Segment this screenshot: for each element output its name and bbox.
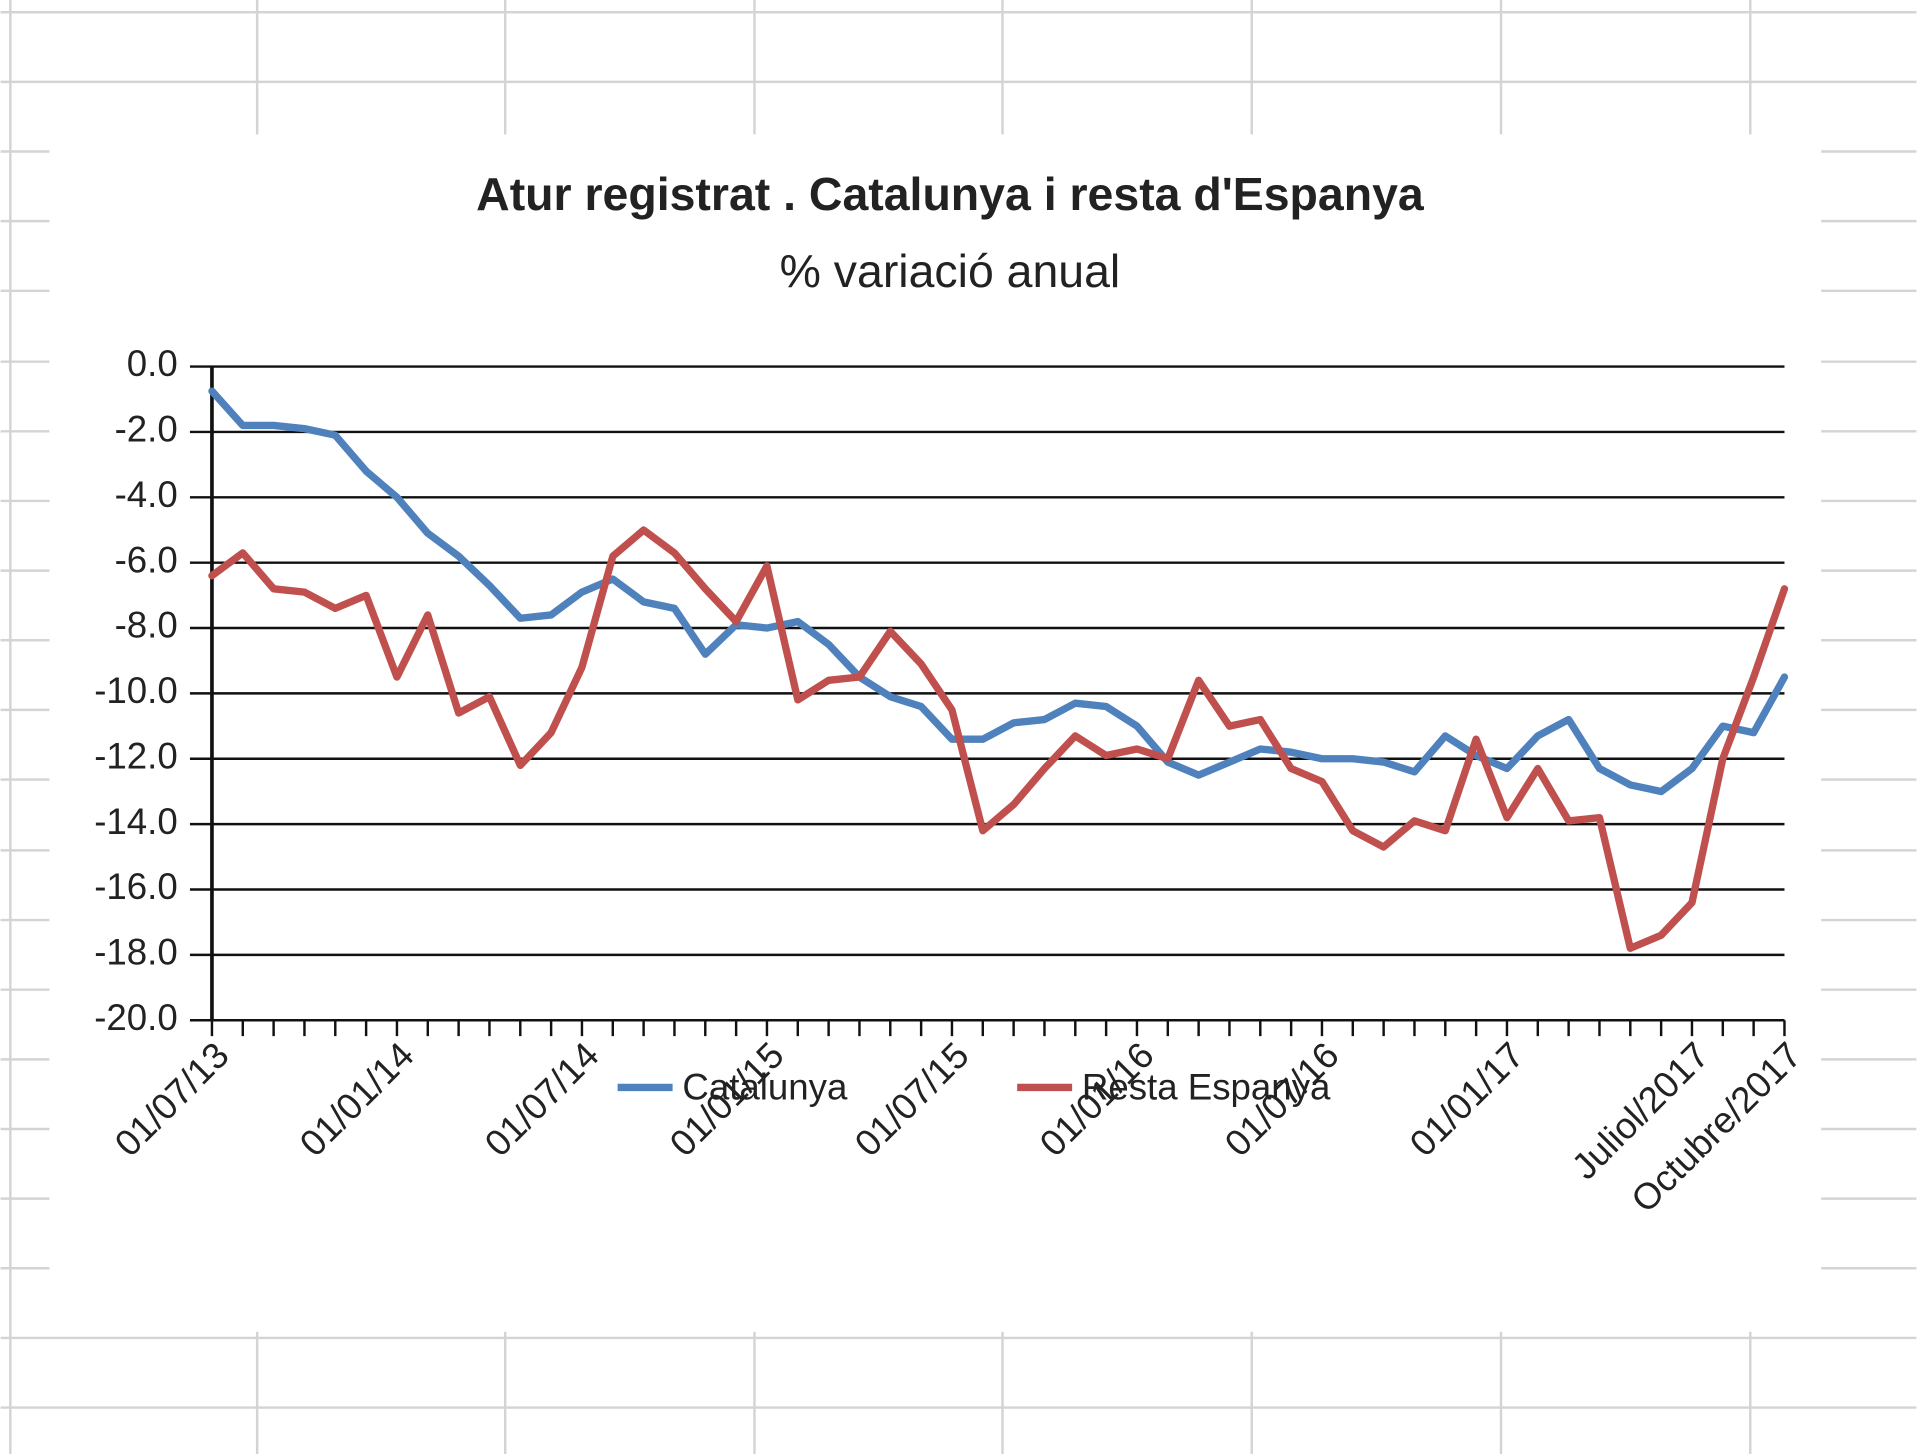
- legend-label: Catalunya: [682, 1067, 848, 1108]
- chart-area: [49, 134, 1822, 1332]
- y-tick-label: -4.0: [115, 474, 178, 515]
- series-line: [208, 526, 1789, 952]
- y-tick-label: -10.0: [94, 670, 178, 711]
- y-tick-label: -20.0: [94, 997, 178, 1038]
- y-tick-label: -16.0: [94, 866, 178, 907]
- y-tick-label: -6.0: [115, 539, 178, 580]
- y-tick-label: -2.0: [115, 409, 178, 450]
- y-tick-label: -18.0: [94, 932, 178, 973]
- chart-subtitle: % variació anual: [780, 245, 1121, 297]
- y-tick-label: -12.0: [94, 735, 178, 776]
- chart-title: Atur registrat . Catalunya i resta d'Esp…: [476, 168, 1425, 220]
- series-line: [208, 387, 1789, 796]
- legend-label: Resta Espanya: [1082, 1067, 1331, 1108]
- y-tick-label: 0.0: [127, 343, 178, 384]
- y-tick-label: -14.0: [94, 801, 178, 842]
- y-tick-label: -8.0: [115, 605, 178, 646]
